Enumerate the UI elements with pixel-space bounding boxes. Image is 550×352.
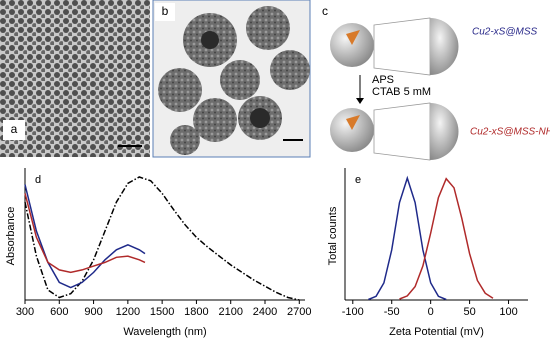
x-tick-label: 1500 [150,306,174,318]
series-line [368,175,447,301]
x-tick-label: 50 [463,306,475,318]
x-axis-label: Zeta Potential (mV) [389,326,484,338]
series-line [24,193,146,274]
bottom-label: Cu2-xS@MSS-NH2 [470,127,550,138]
top-label: Cu2-xS@MSS [472,27,537,38]
x-tick-label: 1800 [184,306,208,318]
x-tick-label: 2100 [218,306,242,318]
panel-label: c [322,4,328,18]
y-axis-label: Total counts [327,206,339,265]
panel-a: a [0,0,150,157]
x-tick-label: -50 [384,306,400,318]
series-line [399,177,494,300]
panel-c: c Cu2-xS@MSS APS CTAB 5 mM Cu2-xS@MSS-NH… [322,4,550,161]
panel-label: a [11,122,18,136]
panel-label: e [355,174,361,186]
x-tick-label: -100 [342,306,364,318]
x-tick-label: 0 [428,306,434,318]
arrow-label: CTAB 5 mM [372,86,431,98]
x-tick-label: 1200 [116,306,140,318]
series-line [24,184,146,289]
arrow-label: APS [372,74,394,86]
x-tick-label: 2700 [287,306,311,318]
y-axis-label: Absorbance [5,207,17,266]
panel-b: b [152,0,311,158]
x-tick-label: 600 [50,306,68,318]
x-tick-label: 2400 [253,306,277,318]
x-axis-label: Wavelength (nm) [123,326,206,338]
x-tick-label: 300 [16,306,34,318]
panel-label: d [35,174,41,186]
panel-label: b [162,4,169,18]
series-line [24,176,300,301]
x-tick-label: 900 [84,306,102,318]
x-tick-label: 100 [499,306,517,318]
